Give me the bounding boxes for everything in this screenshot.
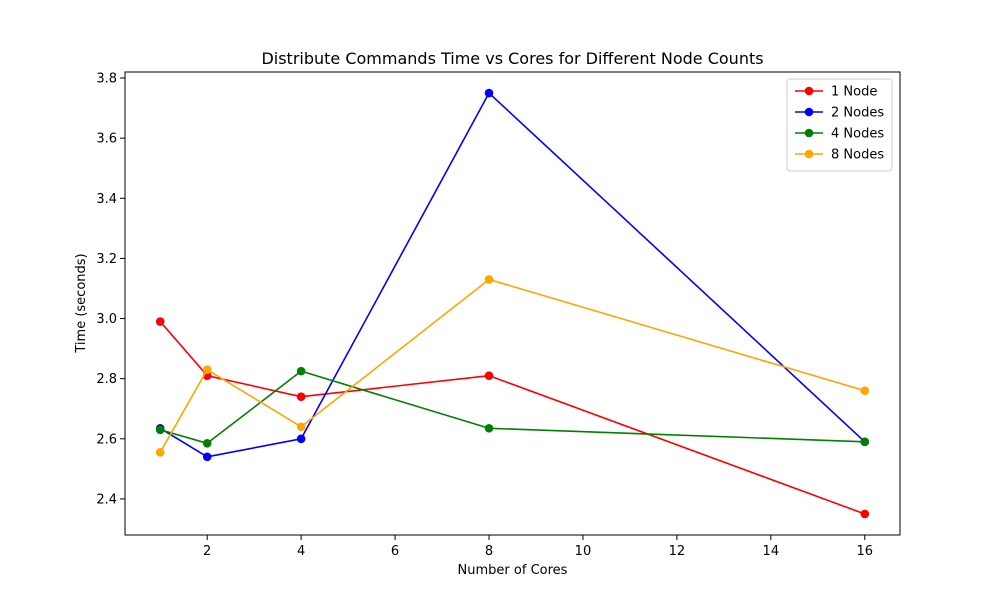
y-tick-label: 2.4 bbox=[96, 492, 117, 507]
data-point bbox=[860, 437, 870, 447]
series-1-node bbox=[155, 317, 870, 519]
legend-item: 1 Node bbox=[795, 85, 877, 100]
legend-item: 4 Nodes bbox=[795, 127, 884, 142]
legend-label: 2 Nodes bbox=[831, 106, 884, 121]
x-tick-label: 2 bbox=[203, 544, 211, 559]
data-point bbox=[296, 366, 306, 376]
legend-marker bbox=[804, 107, 814, 117]
plot-frame bbox=[124, 71, 901, 536]
chart-title: Distribute Commands Time vs Cores for Di… bbox=[261, 49, 763, 68]
y-tick-label: 3.6 bbox=[96, 132, 117, 147]
data-point bbox=[296, 422, 306, 432]
legend-item: 2 Nodes bbox=[795, 106, 884, 121]
data-point bbox=[202, 452, 212, 462]
data-point bbox=[155, 317, 165, 326]
data-point bbox=[860, 509, 870, 519]
data-point bbox=[202, 365, 212, 374]
data-point bbox=[484, 371, 494, 380]
legend-item: 8 Nodes bbox=[795, 148, 884, 163]
legend-label: 8 Nodes bbox=[831, 148, 884, 163]
data-point bbox=[155, 425, 165, 435]
data-point bbox=[484, 275, 494, 284]
legend-marker bbox=[804, 86, 814, 96]
y-tick-label: 3.4 bbox=[96, 192, 117, 207]
y-tick-label: 3.0 bbox=[96, 312, 117, 327]
data-point bbox=[202, 439, 212, 448]
x-axis-title: Number of Cores bbox=[458, 563, 568, 578]
x-tick-label: 14 bbox=[763, 544, 780, 559]
series-8-nodes bbox=[155, 275, 870, 457]
x-tick-label: 16 bbox=[856, 544, 873, 559]
data-point bbox=[484, 423, 494, 433]
legend-label: 1 Node bbox=[831, 85, 877, 100]
data-point bbox=[860, 386, 870, 395]
y-tick-label: 3.2 bbox=[96, 252, 117, 267]
x-tick-label: 10 bbox=[575, 544, 592, 559]
y-tick-label: 2.8 bbox=[96, 372, 117, 387]
data-point bbox=[155, 448, 165, 457]
data-point bbox=[484, 88, 494, 98]
legend: 1 Node 2 Nodes 4 Nodes 8 Nodes bbox=[786, 78, 893, 172]
y-axis-title: Time (seconds) bbox=[74, 253, 89, 353]
y-tick-label: 3.8 bbox=[96, 72, 117, 87]
legend-marker bbox=[804, 149, 814, 159]
plot-area: 2 4 6 8 10 12 14 16 2.4 2.6 2.8 3.0 3.2 3.4 3.6 3.8 bbox=[96, 71, 901, 559]
series-4-nodes bbox=[155, 366, 870, 448]
x-tick-label: 12 bbox=[669, 544, 686, 559]
x-tick-label: 8 bbox=[485, 544, 493, 559]
x-tick-label: 6 bbox=[391, 544, 399, 559]
legend-box bbox=[786, 78, 893, 172]
legend-marker bbox=[804, 128, 814, 138]
data-point bbox=[296, 434, 306, 444]
y-tick-label: 2.6 bbox=[96, 432, 117, 447]
x-tick-label: 4 bbox=[297, 544, 305, 559]
legend-label: 4 Nodes bbox=[831, 127, 884, 142]
data-point bbox=[296, 392, 306, 402]
